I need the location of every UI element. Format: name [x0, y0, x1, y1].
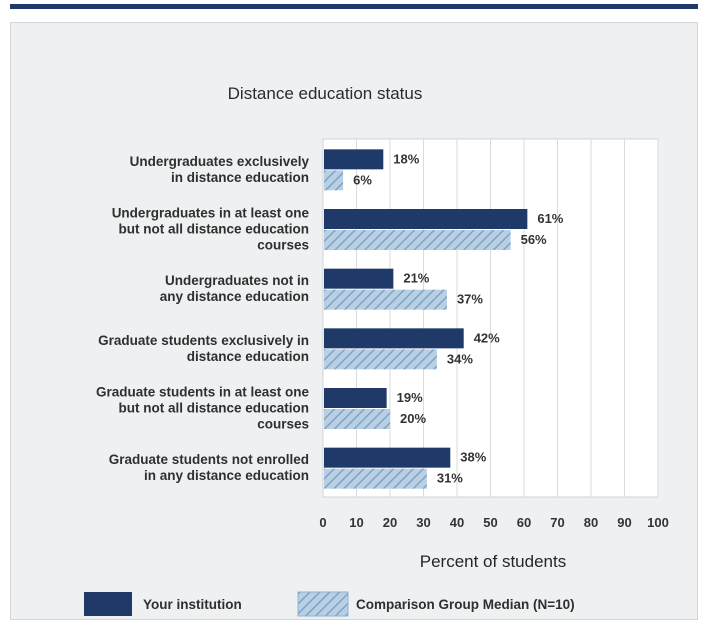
data-label-your-institution: 61%: [537, 211, 563, 226]
x-tick-label: 40: [450, 515, 464, 530]
data-label-your-institution: 21%: [403, 271, 429, 286]
x-tick-label: 50: [483, 515, 497, 530]
data-label-your-institution: 42%: [474, 330, 500, 345]
bar-your-institution: [324, 447, 451, 468]
category-label-line: any distance education: [160, 289, 309, 304]
x-tick-label: 60: [517, 515, 531, 530]
category-label-line: Graduate students in at least one: [96, 385, 310, 400]
data-label-comparison: 31%: [437, 471, 463, 486]
chart-title: Distance education status: [228, 84, 423, 103]
category-label-line: Undergraduates in at least one: [112, 206, 310, 221]
bar-your-institution: [324, 209, 528, 229]
top-rule: [10, 4, 698, 9]
category-label: Graduate students exclusively in distance…: [98, 333, 309, 364]
legend-swatch-your-institution: [84, 592, 132, 616]
x-tick-label: 0: [319, 515, 326, 530]
bar-comparison: [324, 230, 511, 250]
category-label: Graduate students not enrolled in any dis…: [109, 452, 309, 483]
legend-label-your-institution: Your institution: [143, 597, 242, 612]
data-label-your-institution: 18%: [393, 151, 419, 166]
category-label-line: courses: [257, 417, 309, 432]
bar-your-institution: [324, 328, 464, 349]
legend: Your institution Comparison Group Median…: [84, 591, 575, 617]
data-label-comparison: 34%: [447, 351, 473, 366]
x-tick-label: 90: [617, 515, 631, 530]
data-label-comparison: 6%: [353, 172, 372, 187]
data-label-comparison: 56%: [521, 232, 547, 247]
x-axis-title: Percent of students: [420, 552, 566, 571]
category-label-line: Undergraduates not in: [165, 273, 309, 288]
legend-swatch-comparison: [297, 591, 349, 617]
category-label-line: Undergraduates exclusively: [130, 154, 310, 169]
category-label-line: in distance education: [171, 170, 309, 185]
data-label-your-institution: 19%: [397, 390, 423, 405]
bar-your-institution: [324, 149, 384, 170]
category-label-line: distance education: [187, 349, 309, 364]
x-tick-label: 10: [349, 515, 363, 530]
category-label: Undergraduates in at least one but not al…: [112, 206, 310, 253]
x-tick-label: 70: [550, 515, 564, 530]
bar-comparison: [324, 409, 390, 429]
bar-your-institution: [324, 388, 387, 408]
legend-label-comparison: Comparison Group Median (N=10): [356, 597, 575, 612]
data-label-comparison: 20%: [400, 411, 426, 426]
x-tick-label: 20: [383, 515, 397, 530]
x-tick-label: 30: [416, 515, 430, 530]
category-label-line: in any distance education: [144, 468, 309, 483]
bar-comparison: [324, 170, 344, 191]
bars: 18% 6% 61% 56% 21% 37% 42%34% 19% 20% 38% 31%: [324, 149, 564, 489]
data-label-comparison: 37%: [457, 292, 483, 307]
category-label-line: Graduate students exclusively in: [98, 333, 309, 348]
x-ticks: 0 10 20 30 40 50 60 70 80 90 100: [319, 515, 668, 530]
bar-comparison: [324, 468, 427, 489]
category-label-line: courses: [257, 238, 309, 253]
category-label: Undergraduates not in any distance educat…: [160, 273, 309, 304]
category-label: Graduate students in at least one but not…: [96, 385, 310, 432]
category-labels: Undergraduates exclusively in distance ed…: [96, 154, 310, 483]
category-label-line: but not all distance education: [118, 401, 309, 416]
category-label: Undergraduates exclusively in distance ed…: [130, 154, 310, 185]
category-label-line: but not all distance education: [118, 222, 309, 237]
x-tick-label: 100: [647, 515, 669, 530]
category-label-line: Graduate students not enrolled: [109, 452, 309, 467]
bar-your-institution: [324, 268, 394, 289]
x-tick-label: 80: [584, 515, 598, 530]
bar-comparison: [324, 289, 447, 310]
bar-comparison: [324, 349, 437, 370]
gridlines: [356, 139, 659, 497]
data-label-your-institution: 38%: [460, 450, 486, 465]
